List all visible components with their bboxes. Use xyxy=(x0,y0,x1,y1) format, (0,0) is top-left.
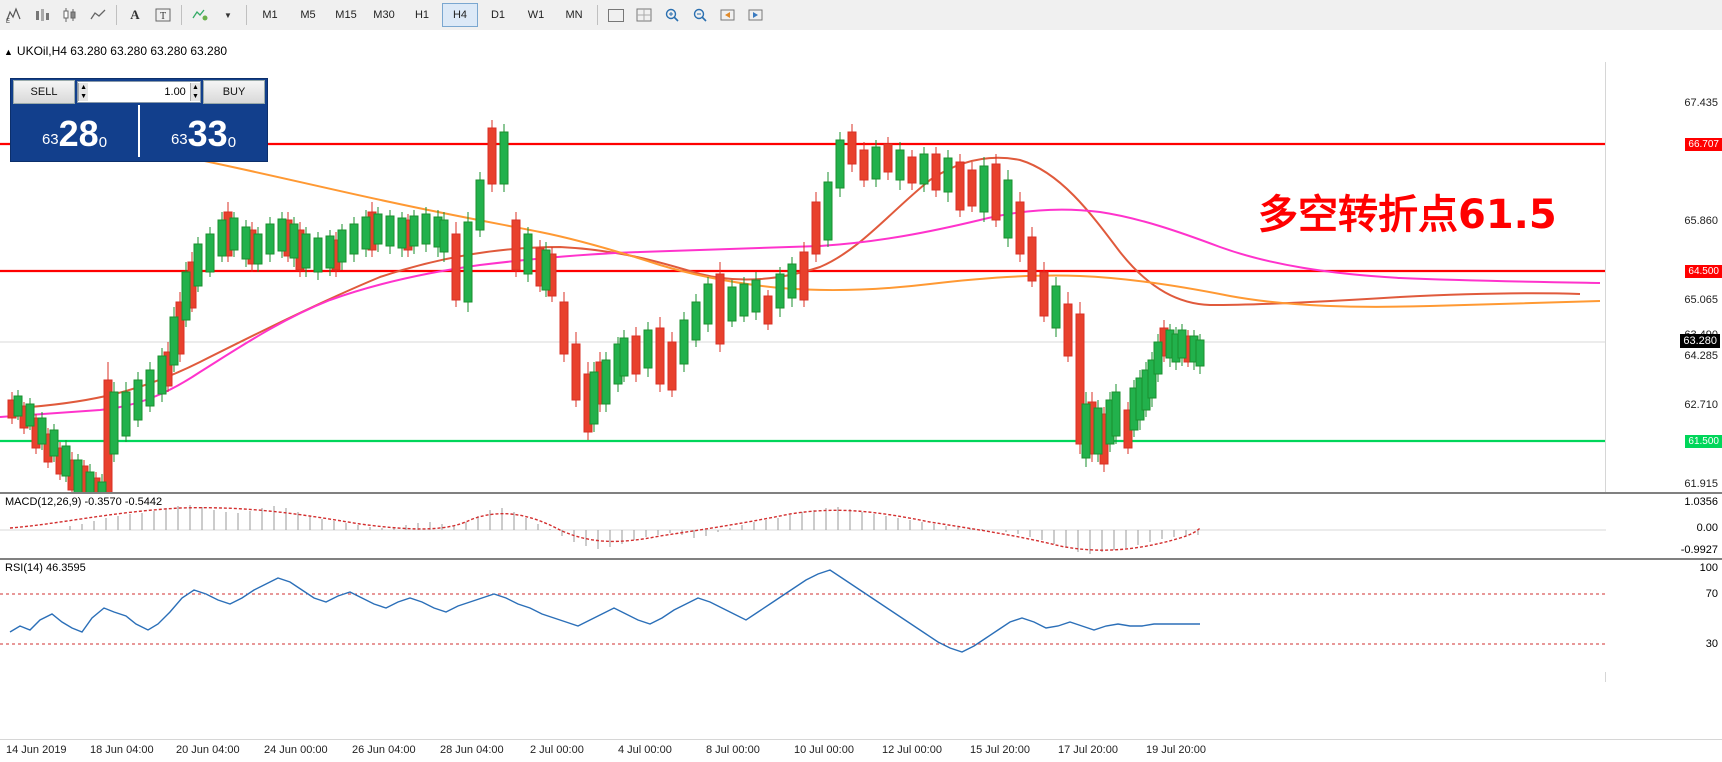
timeframe-w1[interactable]: W1 xyxy=(527,9,545,21)
text-tool-icon[interactable]: A xyxy=(130,7,140,22)
time-tick-12: 17 Jul 20:00 xyxy=(1058,744,1118,756)
time-axis[interactable]: 14 Jun 2019 18 Jun 04:00 20 Jun 04:00 24… xyxy=(0,739,1722,762)
price-tick-0: 67.435 xyxy=(1684,97,1718,109)
time-tick-11: 15 Jul 20:00 xyxy=(970,744,1030,756)
time-tick-8: 8 Jul 00:00 xyxy=(706,744,760,756)
sell-price[interactable]: 63 28 0 xyxy=(11,105,138,157)
rsi-label: RSI(14) 46.3595 xyxy=(5,562,86,574)
chevron-down-icon[interactable]: ▼ xyxy=(224,10,232,20)
buy-button[interactable]: BUY xyxy=(203,80,265,104)
price-plot xyxy=(0,62,1606,682)
collapse-triangle-icon[interactable]: ▲ xyxy=(4,47,13,57)
buy-price-small: 63 xyxy=(170,131,188,148)
level-label-64500: 64.500 xyxy=(1685,265,1722,278)
sell-price-big: 28 xyxy=(58,113,99,154)
price-tick-3: 65.065 xyxy=(1684,294,1718,306)
timeframe-m1[interactable]: M1 xyxy=(262,9,278,21)
indicators-icon[interactable] xyxy=(187,2,213,28)
time-tick-7: 4 Jul 00:00 xyxy=(618,744,672,756)
volume-dropdown-icon[interactable]: ▲ ▼ xyxy=(78,83,89,101)
level-label-66707: 66.707 xyxy=(1685,138,1722,151)
time-tick-6: 2 Jul 00:00 xyxy=(530,744,584,756)
volume-input[interactable] xyxy=(88,85,190,99)
price-tick-7: 61.915 xyxy=(1684,478,1718,490)
rsi-plot xyxy=(0,569,1606,653)
label-tool-icon[interactable]: T xyxy=(150,2,176,28)
symbol-info-text: UKOil,H4 63.280 63.280 63.280 63.280 xyxy=(16,44,228,58)
rsi-panel: RSI(14) 46.3595 100 70 30 xyxy=(0,558,1722,672)
time-tick-2: 20 Jun 04:00 xyxy=(176,744,240,756)
zoom-in-icon[interactable] xyxy=(659,2,685,28)
one-click-trade-panel[interactable]: SELL ▲▼ ▲▼ BUY 63 28 0 63 33 0 xyxy=(10,78,268,162)
toolbar-separator-3 xyxy=(246,5,247,25)
buy-price-big: 33 xyxy=(187,113,228,154)
panel-divider xyxy=(138,105,140,157)
candlestick-series xyxy=(7,120,1205,532)
macd-plot xyxy=(0,505,1606,554)
timeframe-m5[interactable]: M5 xyxy=(300,9,316,21)
timeframe-d1[interactable]: D1 xyxy=(490,9,506,21)
price-tick-6: 62.710 xyxy=(1684,399,1718,411)
bar-chart-icon[interactable] xyxy=(29,2,55,28)
time-tick-1: 18 Jun 04:00 xyxy=(90,744,154,756)
price-tick-4: 64.285 xyxy=(1684,350,1718,362)
sell-price-sup: 0 xyxy=(98,134,108,151)
autoscroll-icon[interactable] xyxy=(715,2,741,28)
macd-label: MACD(12,26,9) -0.3570 -0.5442 xyxy=(5,496,163,508)
trade-panel-prices: 63 28 0 63 33 0 xyxy=(11,105,267,157)
svg-text:T: T xyxy=(160,11,166,22)
timeframe-mn[interactable]: MN xyxy=(565,9,583,21)
price-plot-svg xyxy=(0,120,1606,532)
buy-price[interactable]: 63 33 0 xyxy=(140,105,267,157)
toolbar-separator xyxy=(116,5,117,25)
line-chart-icon[interactable] xyxy=(85,2,111,28)
template-icon[interactable] xyxy=(603,2,629,28)
sell-price-small: 63 xyxy=(41,131,59,148)
trade-panel-top-row: SELL ▲▼ ▲▼ BUY xyxy=(11,79,267,105)
shift-icon[interactable] xyxy=(743,2,769,28)
toolbar-separator-4 xyxy=(597,5,598,25)
rsi-tick-70: 70 xyxy=(1705,588,1718,600)
time-tick-5: 28 Jun 04:00 xyxy=(440,744,504,756)
timeframe-m30[interactable]: M30 xyxy=(373,9,395,21)
time-tick-4: 26 Jun 04:00 xyxy=(352,744,416,756)
volume-stepper[interactable]: ▲ ▼ xyxy=(189,83,200,101)
rsi-tick-100: 100 xyxy=(1699,562,1718,574)
price-tick-2: 65.860 xyxy=(1684,215,1718,227)
chart-canvas[interactable]: ▲ UKOil,H4 63.280 63.280 63.280 63.280 xyxy=(0,30,1722,762)
chart-toolbar: E A T ▼ M1 M5 M15 M30 H1 H4 D1 W1 MN xyxy=(0,0,1722,31)
time-tick-0: 14 Jun 2019 xyxy=(6,744,67,756)
macd-panel: MACD(12,26,9) -0.3570 -0.5442 xyxy=(0,492,1722,560)
toolbar-separator-2 xyxy=(181,5,182,25)
time-tick-3: 24 Jun 00:00 xyxy=(264,744,328,756)
timeframe-m15[interactable]: M15 xyxy=(335,9,357,21)
macd-tick-mid: 0.00 xyxy=(1696,522,1718,534)
symbol-info: ▲ UKOil,H4 63.280 63.280 63.280 63.280 xyxy=(4,44,227,58)
time-tick-13: 19 Jul 20:00 xyxy=(1146,744,1206,756)
zoom-out-icon[interactable] xyxy=(687,2,713,28)
time-tick-10: 12 Jul 00:00 xyxy=(882,744,942,756)
time-tick-9: 10 Jul 00:00 xyxy=(794,744,854,756)
level-label-61500: 61.500 xyxy=(1685,435,1722,448)
buy-price-sup: 0 xyxy=(227,134,237,151)
volume-field[interactable]: ▲▼ ▲▼ xyxy=(77,81,201,103)
candle-chart-icon[interactable] xyxy=(57,2,83,28)
current-price-label: 63.280 xyxy=(1680,334,1720,348)
svg-text:E: E xyxy=(6,19,10,24)
chart-annotation: 多空转折点61.5 xyxy=(1258,192,1557,238)
sell-button[interactable]: SELL xyxy=(13,80,75,104)
timeframe-h4[interactable]: H4 xyxy=(442,3,478,27)
chart-mode-icon[interactable]: E xyxy=(1,2,27,28)
grid-icon[interactable] xyxy=(631,2,657,28)
macd-tick-bottom: -0.9927 xyxy=(1680,544,1718,556)
timeframe-h1[interactable]: H1 xyxy=(414,9,430,21)
macd-tick-top: 1.0356 xyxy=(1684,496,1718,508)
rsi-tick-30: 30 xyxy=(1705,638,1718,650)
